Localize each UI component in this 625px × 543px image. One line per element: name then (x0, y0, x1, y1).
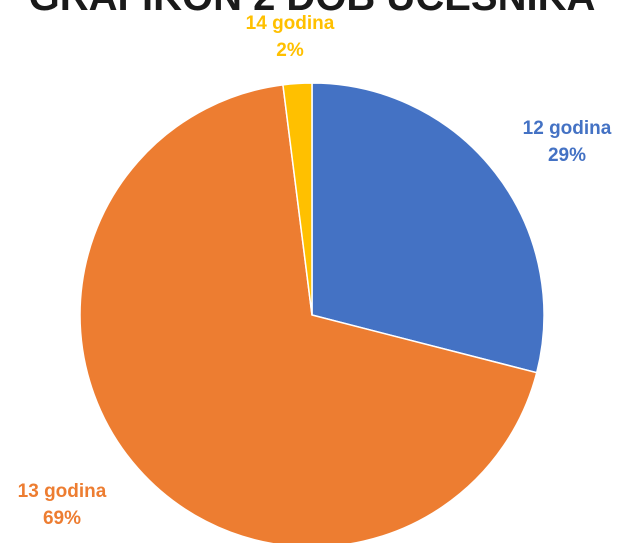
pie-slices (79, 82, 545, 543)
data-label-category: 14 godina (246, 13, 335, 34)
data-label-category: 13 godina (18, 481, 107, 502)
data-label-12-godina: 12 godina 29% (523, 118, 612, 166)
data-label-13-godina: 13 godina 69% (18, 481, 107, 529)
pie-slice-12-godina (311, 82, 545, 374)
pie-slice-13-godina (79, 83, 538, 543)
data-label-percent: 69% (43, 508, 81, 529)
data-label-percent: 29% (548, 145, 586, 166)
pie-slice-14-godina (282, 82, 313, 316)
data-label-percent: 2% (276, 40, 304, 61)
pie-data-labels: 12 godina 29% 13 godina 69% 14 godina 2% (18, 13, 612, 529)
data-label-category: 12 godina (523, 118, 612, 139)
data-label-14-godina: 14 godina 2% (246, 13, 335, 61)
chart-title: GRAFIKON 2 DOB UČESNIKA (29, 0, 596, 19)
